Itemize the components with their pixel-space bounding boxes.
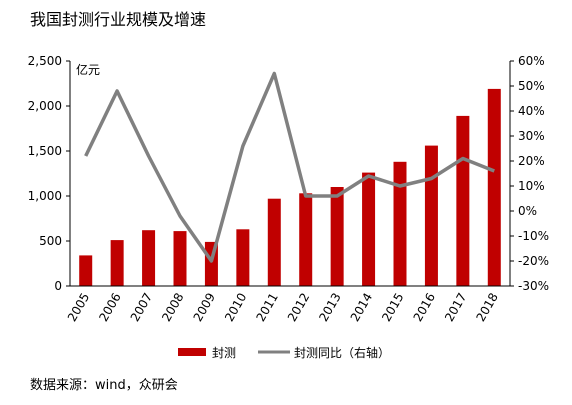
bar bbox=[173, 231, 187, 286]
bar bbox=[267, 198, 281, 286]
right-tick-label: -20% bbox=[518, 254, 549, 268]
x-tick-label: 2005 bbox=[65, 291, 92, 324]
left-tick-label: 2,500 bbox=[28, 54, 62, 68]
left-tick-label: 2,000 bbox=[28, 99, 62, 113]
left-tick-label: 1,000 bbox=[28, 189, 62, 203]
x-tick-label: 2013 bbox=[316, 291, 343, 324]
bar bbox=[142, 230, 156, 286]
bar bbox=[456, 115, 470, 287]
left-tick-label: 500 bbox=[39, 234, 62, 248]
bar bbox=[330, 187, 344, 286]
x-tick-label: 2012 bbox=[285, 291, 312, 324]
left-axis-unit: 亿元 bbox=[76, 62, 100, 77]
bar bbox=[236, 229, 250, 286]
bar-series bbox=[79, 88, 501, 287]
growth-line bbox=[84, 71, 495, 263]
source-note: 数据来源：wind，众研会 bbox=[30, 378, 178, 393]
x-tick-label: 2006 bbox=[96, 291, 123, 324]
left-axis-ticks: 0 500 1,000 1,500 2,000 2,500 bbox=[28, 54, 70, 293]
right-tick-label: -10% bbox=[518, 229, 549, 243]
bar bbox=[424, 145, 438, 286]
x-tick-label: 2018 bbox=[473, 291, 500, 324]
right-axis-ticks: -30% -20% -10% 0% 10% 20% 30% 40% 50% 60% bbox=[510, 54, 549, 293]
chart-title: 我国封测行业规模及增速 bbox=[30, 10, 207, 29]
x-tick-label: 2007 bbox=[128, 291, 155, 324]
left-tick-label: 1,500 bbox=[28, 144, 62, 158]
x-tick-label: 2017 bbox=[442, 291, 469, 324]
right-tick-label: 60% bbox=[518, 54, 545, 68]
x-axis-ticks: 2005 2006 2007 2008 2009 2010 2011 2012 2013 2014… bbox=[65, 291, 501, 324]
bar bbox=[362, 172, 376, 286]
x-tick-label: 2016 bbox=[411, 291, 438, 324]
bar bbox=[487, 88, 501, 287]
right-tick-label: -30% bbox=[518, 279, 549, 293]
left-tick-label: 0 bbox=[54, 279, 62, 293]
x-tick-label: 2009 bbox=[191, 291, 218, 324]
bar bbox=[299, 193, 313, 286]
right-tick-label: 30% bbox=[518, 129, 545, 143]
legend: 封测 封测同比（右轴） bbox=[178, 345, 390, 360]
right-tick-label: 50% bbox=[518, 79, 545, 93]
x-tick-label: 2008 bbox=[159, 291, 186, 324]
legend-line-label: 封测同比（右轴） bbox=[294, 345, 390, 360]
legend-bar-label: 封测 bbox=[212, 346, 236, 360]
x-tick-label: 2015 bbox=[379, 291, 406, 324]
bar bbox=[393, 161, 407, 286]
right-tick-label: 40% bbox=[518, 104, 545, 118]
x-tick-label: 2014 bbox=[348, 291, 375, 324]
axes bbox=[69, 61, 511, 287]
line-series bbox=[84, 71, 495, 263]
right-tick-label: 0% bbox=[518, 204, 537, 218]
legend-bar-swatch bbox=[178, 348, 206, 356]
bar bbox=[110, 240, 124, 286]
right-tick-label: 20% bbox=[518, 154, 545, 168]
x-tick-label: 2010 bbox=[222, 291, 249, 324]
right-tick-label: 10% bbox=[518, 179, 545, 193]
x-tick-label: 2011 bbox=[253, 291, 280, 324]
bar bbox=[79, 255, 93, 286]
